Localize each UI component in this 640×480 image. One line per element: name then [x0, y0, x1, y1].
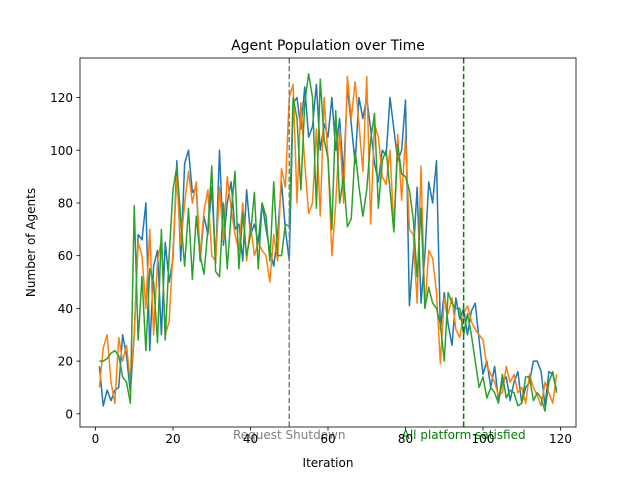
annotation-label-2: All platform satisfied	[402, 428, 526, 442]
x-tick-label: 60	[320, 432, 335, 446]
y-tick-label: 0	[65, 407, 73, 421]
y-axis: 0 20 40 60 80 100 120	[50, 91, 80, 421]
y-axis-label: Number of Agents	[24, 188, 38, 297]
series-layer	[98, 73, 558, 412]
x-tick-label: 120	[549, 432, 572, 446]
chart-title: Agent Population over Time	[231, 38, 425, 54]
y-tick-label: 120	[50, 91, 73, 105]
y-tick-label: 100	[50, 144, 73, 158]
y-tick-label: 80	[58, 196, 73, 210]
annotation-layer: Request Shutdown All platform satisfied	[233, 58, 526, 442]
series-line-3	[99, 73, 558, 412]
x-tick-label: 20	[165, 432, 180, 446]
y-tick-label: 20	[58, 355, 73, 369]
x-tick-label: 40	[243, 432, 258, 446]
y-tick-label: 60	[58, 249, 73, 263]
y-tick-label: 40	[58, 302, 73, 316]
x-tick-label: 100	[472, 432, 495, 446]
x-tick-label: 0	[92, 432, 100, 446]
x-axis: 0 20 40 60 80 100 120	[92, 427, 572, 446]
annotation-label-1: Request Shutdown	[233, 428, 345, 442]
x-axis-label: Iteration	[303, 456, 354, 470]
x-tick-label: 80	[398, 432, 413, 446]
